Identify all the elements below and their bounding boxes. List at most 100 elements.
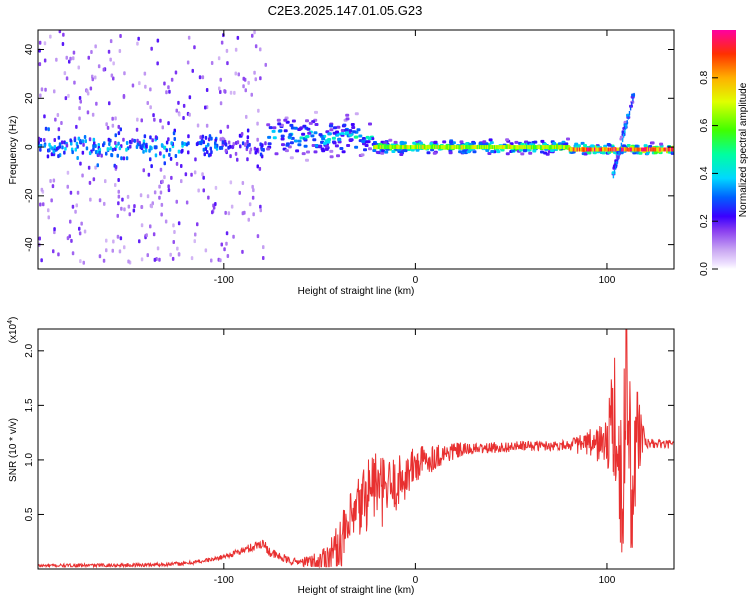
spectrogram-ridge-cell	[596, 147, 598, 152]
spectrogram-cell	[65, 55, 68, 60]
spectrogram-cell	[224, 142, 228, 147]
spectrogram-cell	[256, 121, 259, 126]
spectrogram-ridge-cell	[549, 145, 551, 150]
spectrogram-ridge-cell	[623, 147, 626, 152]
spectrogram-cell	[259, 47, 262, 52]
spectrogram-cell	[177, 221, 181, 226]
spectrogram-cell	[363, 148, 367, 152]
spectrogram-ridge-cell	[612, 147, 614, 152]
spectrogram-cell	[472, 150, 477, 154]
spectrogram-ridge-cell	[666, 147, 668, 152]
spectrogram-cell	[115, 144, 118, 149]
spectrogram-axes: -100 0 100 -40 -20 0 20 40	[24, 30, 674, 286]
spectrogram-cell	[117, 194, 121, 199]
spectrogram-cell	[351, 126, 356, 129]
spectrogram-cell	[592, 151, 597, 154]
spectrogram-cell	[255, 148, 259, 153]
spectrogram-ridge-cell	[503, 145, 505, 150]
spectrogram-cell	[88, 137, 92, 142]
snr-xtick-label: 0	[413, 575, 419, 586]
spectrogram-cell	[523, 149, 527, 153]
spectrogram-cell	[87, 165, 91, 170]
spectrogram-cell	[163, 81, 166, 86]
spectrogram-cell	[119, 127, 122, 132]
spectrogram-cell	[43, 114, 46, 119]
spectrogram-cell	[638, 151, 643, 155]
spectrogram-cell	[48, 148, 51, 153]
spectrogram-cell	[96, 163, 99, 168]
spectrogram-cell	[448, 151, 453, 155]
spectrogram-cell	[153, 257, 157, 262]
spectrogram-ridge-cell	[468, 145, 470, 150]
spectrogram-cell	[165, 140, 169, 145]
spectrogram-cell	[329, 155, 334, 159]
spectrogram-cell	[335, 130, 339, 134]
spectrogram-cell	[117, 178, 120, 182]
spectrogram-cell	[210, 136, 213, 141]
spectrogram-cell	[234, 71, 237, 76]
spectrogram-cell	[298, 127, 303, 131]
spectrogram-cell	[187, 134, 190, 139]
spectrogram-cell	[159, 151, 162, 156]
spectrogram-cell	[276, 118, 281, 122]
spectrogram-cell	[520, 152, 525, 156]
spectrogram-cell	[138, 239, 141, 244]
spectrogram-ridge-cell	[634, 147, 636, 152]
spectrogram-cell	[184, 172, 188, 177]
spectrogram-cell	[131, 83, 135, 88]
spectrogram-cell	[80, 221, 83, 226]
spectrogram-cell	[289, 156, 294, 160]
spectrogram-cell	[345, 131, 349, 135]
spectrogram-cell	[69, 56, 72, 61]
spectrogram-cell	[289, 123, 294, 127]
spectrogram-cell	[214, 202, 217, 206]
spectrogram-cell	[43, 58, 47, 63]
spectrogram-ridge-cell	[376, 145, 379, 150]
spectrogram-cell	[256, 234, 260, 239]
spectrogram-ridge-cell	[488, 145, 490, 150]
spectrogram-cell	[514, 140, 519, 144]
spectrogram-cell	[136, 117, 139, 122]
spectrogram-cell	[310, 134, 315, 138]
spectrogram-ridge-cell	[427, 145, 429, 150]
spectrogram-cell	[224, 148, 228, 153]
spectrogram-ridge-cell	[456, 145, 458, 150]
spectrogram-cell	[118, 146, 122, 151]
spectrogram-cell	[52, 249, 55, 254]
colorbar-tick-label: 0.2	[699, 214, 710, 228]
spectrogram-cell	[117, 141, 120, 146]
spectrogram-cell	[83, 229, 87, 234]
spectrogram-ytick-label: 20	[24, 92, 35, 104]
spectrogram-ridge-cell	[622, 147, 625, 152]
spectrogram-cell	[109, 146, 112, 151]
spectrogram-cell	[312, 138, 317, 142]
spectrogram-cell	[574, 142, 579, 146]
spectrogram-cell	[337, 138, 342, 142]
spectrogram-cell	[301, 152, 306, 156]
spectrogram-ridge-cell	[434, 145, 436, 150]
spectrogram-cell	[232, 234, 235, 239]
spectrogram-ridge-cell	[618, 151, 620, 156]
spectrogram-ridge-cell	[656, 147, 658, 152]
spectrogram-cell	[248, 142, 251, 147]
spectrogram-cell	[210, 150, 213, 155]
spectrogram-cell	[69, 138, 72, 143]
spectrogram-cell	[78, 226, 81, 231]
spectrogram-ridge-cell	[633, 92, 635, 97]
spectrogram-cell	[158, 195, 161, 200]
spectrogram-ridge-cell	[607, 147, 610, 152]
spectrogram-cell	[246, 157, 249, 162]
spectrogram-ridge-cell	[387, 145, 389, 150]
spectrogram-cell	[253, 146, 257, 151]
spectrogram-cell	[53, 145, 57, 149]
spectrogram-cell	[79, 161, 82, 166]
spectrogram-ridge-cell	[431, 145, 434, 150]
spectrogram-cell	[241, 211, 245, 216]
spectrogram-cell	[71, 204, 75, 209]
spectrogram-cell	[180, 164, 183, 168]
spectrogram-cell	[191, 68, 194, 73]
spectrogram-cell	[227, 145, 230, 150]
spectrogram-cell	[193, 239, 196, 244]
spectrogram-ridge-cell	[384, 145, 387, 150]
spectrogram-cell	[193, 170, 197, 175]
